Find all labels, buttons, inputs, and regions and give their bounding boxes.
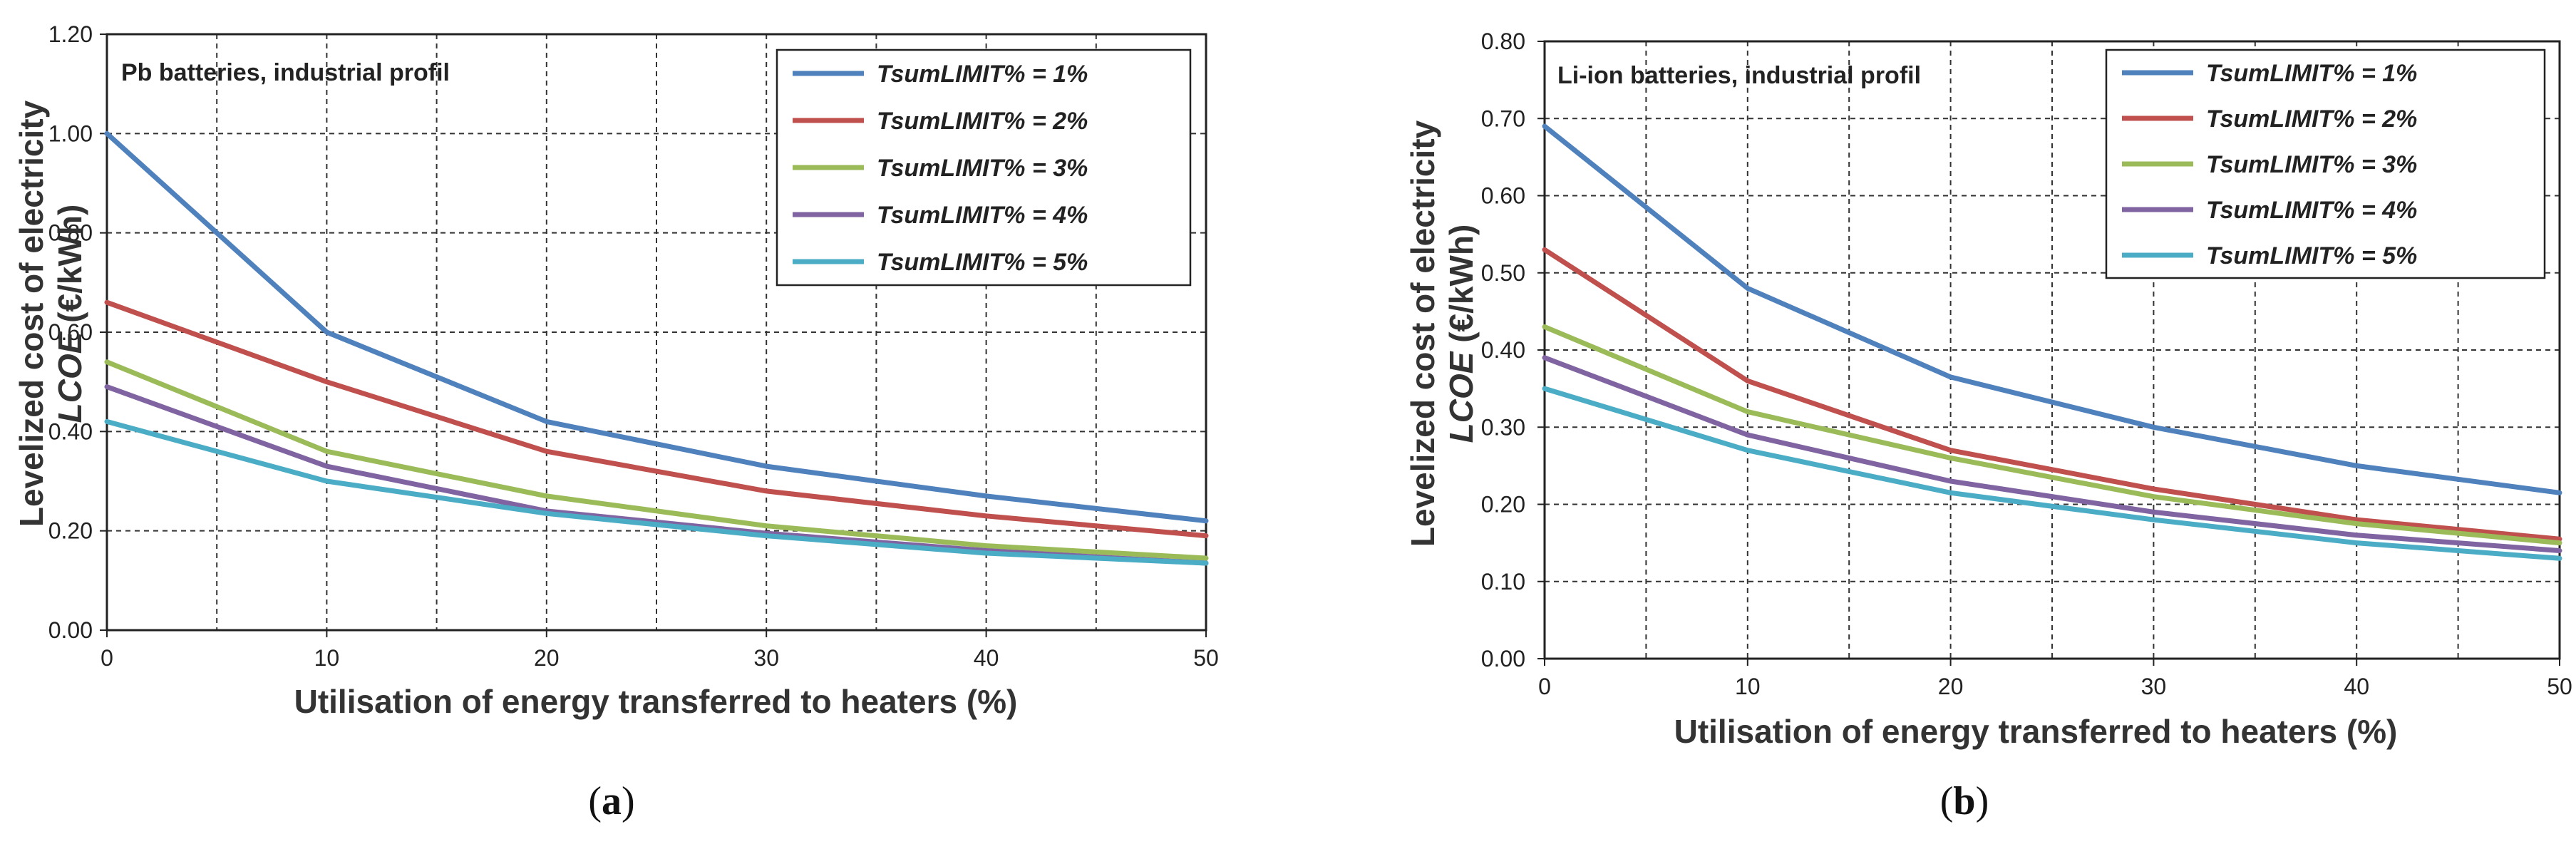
x-axis-title: Utilisation of energy transferred to hea… bbox=[294, 683, 1018, 720]
y-tick-label: 0.60 bbox=[1481, 183, 1525, 209]
legend-label-4: TsumLIMIT% = 4% bbox=[2206, 197, 2417, 224]
legend-label-5: TsumLIMIT% = 5% bbox=[2206, 242, 2417, 269]
y-axis-title-line1: Levelized cost of electricity bbox=[1404, 120, 1441, 547]
y-tick-label: 0.40 bbox=[1481, 337, 1525, 363]
legend-label-1: TsumLIMIT% = 1% bbox=[877, 61, 1088, 88]
x-tick-label: 10 bbox=[314, 645, 340, 671]
chart-annotation: Li-ion batteries, industrial profil bbox=[1557, 62, 1921, 89]
y-tick-label: 0.20 bbox=[1481, 492, 1525, 518]
y-tick-label: 0.00 bbox=[48, 617, 93, 643]
x-tick-label: 0 bbox=[1538, 674, 1551, 699]
x-tick-label: 50 bbox=[1193, 645, 1219, 671]
panel-label-open: ( bbox=[588, 779, 602, 823]
series-line-1 bbox=[104, 130, 1209, 524]
x-tick-label: 30 bbox=[2141, 674, 2167, 699]
y-tick-label: 0.20 bbox=[48, 518, 93, 544]
x-tick-label: 40 bbox=[974, 645, 999, 671]
y-tick-label: 0.80 bbox=[48, 220, 93, 246]
y-tick-label: 1.00 bbox=[48, 120, 93, 146]
series-line-3 bbox=[104, 359, 1209, 561]
y-tick-label: 0.60 bbox=[48, 319, 93, 345]
y-tick-label: 0.50 bbox=[1481, 260, 1525, 286]
y-axis-title-line1: Levelized cost of electricity bbox=[13, 100, 50, 527]
panel-label-open: ( bbox=[1940, 779, 1954, 823]
series-line-5 bbox=[1542, 386, 2562, 561]
chart-panel-b: 0.00 0.10 0.20 0.30 0.40 0.50 0.60 0.70 0.80 0 10 2… bbox=[1404, 29, 2572, 823]
series-line-2 bbox=[104, 299, 1209, 539]
x-tick-label: 20 bbox=[534, 645, 560, 671]
legend-label-3: TsumLIMIT% = 3% bbox=[2206, 151, 2417, 178]
y-tick-label: 0.00 bbox=[1481, 646, 1525, 672]
legend: TsumLIMIT% = 1% TsumLIMIT% = 2% TsumLIMIT%… bbox=[2105, 48, 2546, 279]
chart-annotation: Pb batteries, industrial profil bbox=[121, 59, 450, 86]
legend-label-4: TsumLIMIT% = 4% bbox=[877, 202, 1088, 229]
y-axis-title-unit: (€/kWh) bbox=[1443, 225, 1480, 352]
y-axis-title-variable: LCOE bbox=[1443, 351, 1480, 443]
y-axis-title-unit: (€/kWh) bbox=[51, 205, 88, 332]
panel-label: (b) bbox=[1940, 779, 1989, 823]
legend-label-2: TsumLIMIT% = 2% bbox=[877, 108, 1088, 135]
x-tick-label: 20 bbox=[1938, 674, 1964, 699]
x-tick-label: 50 bbox=[2547, 674, 2572, 699]
y-axis-title: Levelized cost of electricityLCOE (€/kWh… bbox=[13, 100, 88, 527]
legend: TsumLIMIT% = 1% TsumLIMIT% = 2% TsumLIMIT%… bbox=[776, 48, 1192, 287]
x-tick-label: 0 bbox=[101, 645, 113, 671]
y-tick-label: 0.80 bbox=[1481, 29, 1525, 54]
legend-label-3: TsumLIMIT% = 3% bbox=[877, 155, 1088, 182]
x-tick-label: 30 bbox=[753, 645, 779, 671]
y-tick-label: 0.10 bbox=[1481, 569, 1525, 595]
x-tick-label: 10 bbox=[1735, 674, 1761, 699]
chart-panel-a: 0.00 0.20 0.40 0.60 0.80 1.00 1.20 0 10 20 30 40 50 P… bbox=[13, 21, 1219, 823]
panel-label-close: ) bbox=[1976, 779, 1989, 823]
panel-label: (a) bbox=[588, 779, 634, 823]
legend-label-2: TsumLIMIT% = 2% bbox=[2206, 106, 2417, 133]
panel-label-letter: b bbox=[1953, 779, 1975, 823]
y-axis-title-variable: LCOE bbox=[51, 331, 88, 423]
panel-label-close: ) bbox=[622, 779, 635, 823]
y-tick-label: 1.20 bbox=[48, 21, 93, 47]
y-tick-label: 0.30 bbox=[1481, 414, 1525, 440]
series-line-2 bbox=[1542, 247, 2562, 542]
series-line-5 bbox=[104, 418, 1209, 566]
panel-label-letter: a bbox=[602, 779, 622, 823]
y-axis-title: Levelized cost of electricityLCOE (€/kWh… bbox=[1404, 120, 1480, 547]
y-tick-label: 0.70 bbox=[1481, 106, 1525, 131]
legend-label-5: TsumLIMIT% = 5% bbox=[877, 249, 1088, 276]
series-line-4 bbox=[1542, 355, 2562, 553]
x-axis-title: Utilisation of energy transferred to hea… bbox=[1674, 713, 2398, 750]
legend-label-1: TsumLIMIT% = 1% bbox=[2206, 60, 2417, 87]
series-line-3 bbox=[1542, 324, 2562, 546]
series-line-1 bbox=[1542, 123, 2562, 495]
y-tick-label: 0.40 bbox=[48, 418, 93, 444]
x-tick-label: 40 bbox=[2344, 674, 2369, 699]
